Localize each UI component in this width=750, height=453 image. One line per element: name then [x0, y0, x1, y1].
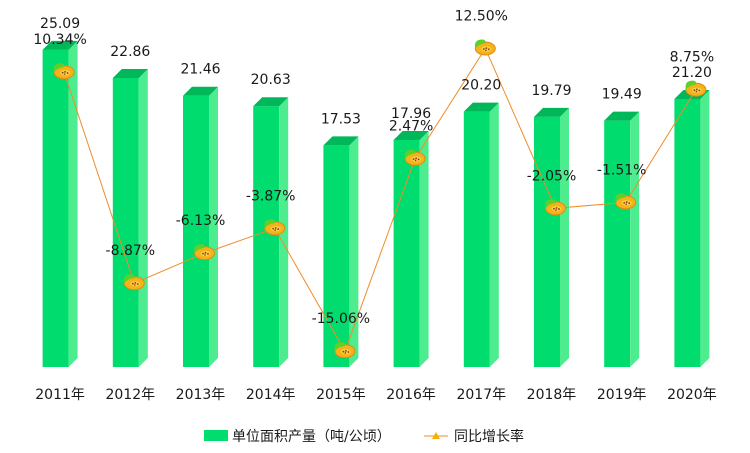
bar-value-label: 20.20	[461, 78, 501, 94]
bar-value-label: 21.46	[180, 62, 220, 78]
growth-value-label: 12.50%	[455, 8, 508, 24]
papaya-icon	[474, 38, 496, 56]
bar-value-label: 25.09	[40, 16, 80, 32]
x-tick-label: 2016年	[386, 387, 436, 403]
bar-value-label: 17.96	[391, 106, 431, 122]
bar-3	[183, 86, 218, 368]
x-tick-label: 2019年	[597, 387, 647, 403]
legend-label-yield: 单位面积产量（吨/公顷）	[232, 429, 391, 445]
papaya-icon	[685, 80, 707, 97]
growth-value-label: 2.47%	[389, 119, 433, 135]
bar-value-label: 19.49	[602, 87, 642, 103]
growth-value-label: -3.87%	[246, 188, 296, 204]
bar-value-label: 20.63	[251, 72, 291, 88]
bar-value-label: 17.53	[321, 111, 361, 127]
legend-item-yield: 单位面积产量（吨/公顷）	[204, 429, 391, 445]
growth-value-label: -2.05%	[527, 168, 577, 184]
growth-line-series	[53, 38, 707, 359]
legend-swatch-yield	[204, 430, 228, 441]
bar-1	[42, 40, 78, 368]
data-labels: 25.09 22.86 21.46 20.63 17.53 17.96 20.20 19.79…	[33, 8, 714, 327]
bar-7	[463, 102, 499, 367]
x-tick-label: 2014年	[246, 387, 296, 403]
x-axis: 2011年 2012年 2013年 2014年 2015年 2016年 2017年 2018年…	[35, 387, 716, 403]
bar-value-label: 22.86	[110, 44, 150, 60]
bar-5	[323, 136, 359, 367]
bar-4	[253, 97, 289, 367]
growth-line	[63, 47, 697, 353]
bar-value-label: 21.20	[672, 65, 712, 81]
x-tick-label: 2011年	[35, 387, 85, 403]
bar-10	[674, 90, 710, 367]
x-tick-label: 2012年	[105, 387, 155, 403]
bar-value-label: 19.79	[531, 83, 571, 99]
growth-value-label: -8.87%	[106, 243, 156, 259]
x-tick-label: 2017年	[456, 387, 506, 403]
legend-item-growth: 同比增长率	[424, 428, 524, 445]
x-tick-label: 2015年	[316, 387, 366, 403]
bar-9	[604, 111, 640, 368]
x-tick-label: 2013年	[176, 387, 226, 403]
legend-marker-growth	[432, 432, 440, 439]
bar-series	[42, 40, 710, 368]
bar-8	[534, 107, 569, 368]
x-tick-label: 2018年	[527, 387, 577, 403]
growth-value-label: 10.34%	[33, 32, 86, 48]
bar-2	[112, 69, 148, 368]
x-tick-label: 2020年	[667, 387, 717, 403]
bar-6	[393, 130, 429, 367]
legend: 单位面积产量（吨/公顷） 同比增长率	[204, 428, 524, 445]
growth-value-label: -1.51%	[597, 162, 647, 178]
legend-label-growth: 同比增长率	[454, 428, 524, 445]
growth-value-label: 8.75%	[670, 50, 714, 66]
growth-value-label: -15.06%	[312, 311, 370, 327]
growth-value-label: -6.13%	[176, 213, 226, 229]
